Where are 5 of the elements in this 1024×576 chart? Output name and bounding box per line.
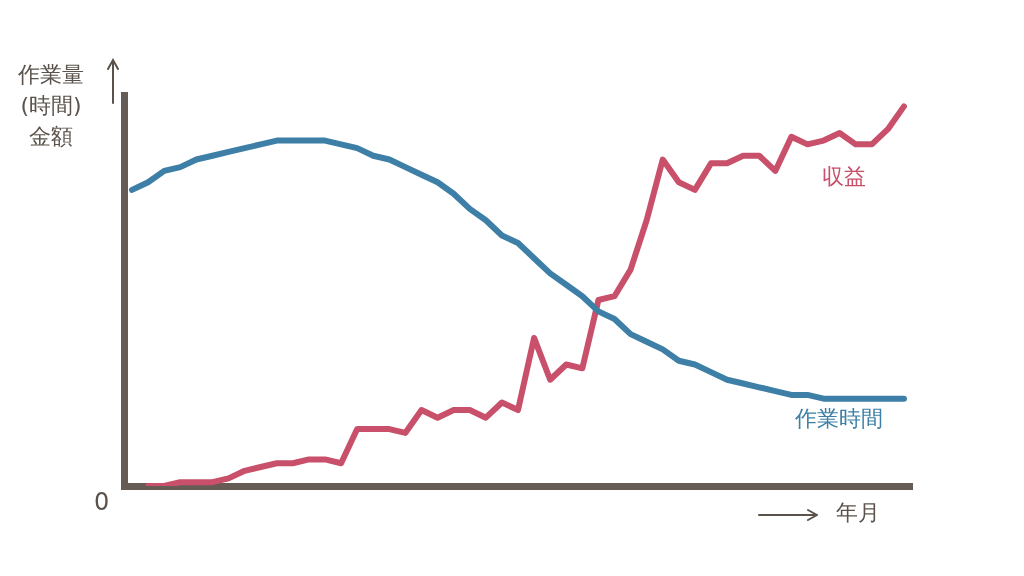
y-axis-title: 作業量 (時間) 金額 [18,61,84,151]
series-label: 収益 [821,164,866,190]
series-label: 作業時間 [793,406,883,432]
text: 0 [94,487,110,518]
x-axis-title: 年月 [836,499,880,527]
